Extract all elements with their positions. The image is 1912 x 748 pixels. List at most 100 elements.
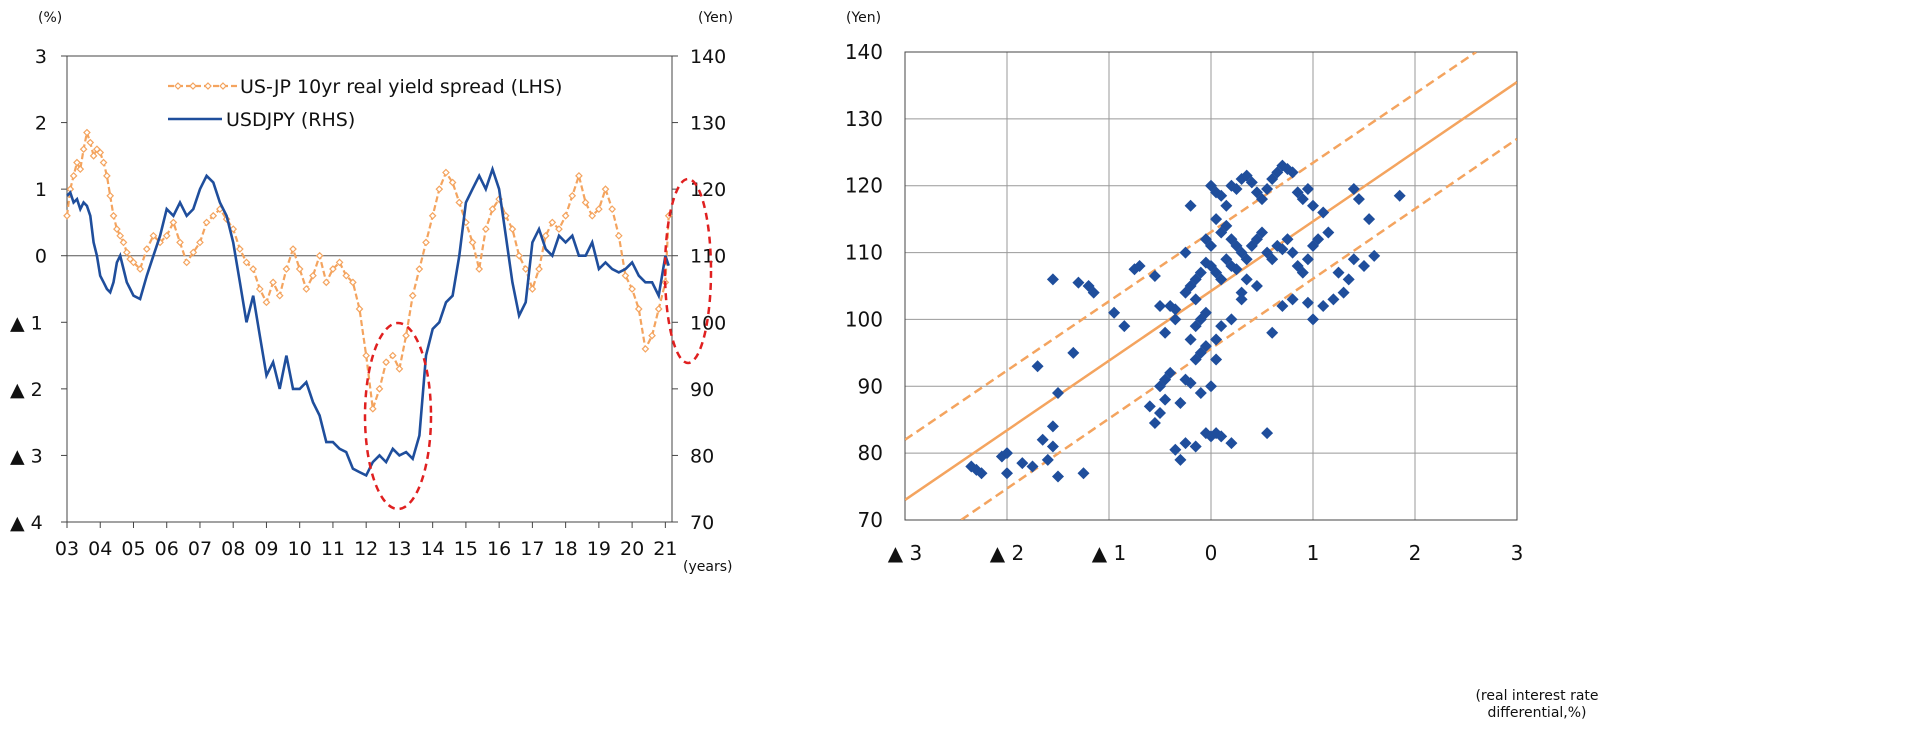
scatter-point xyxy=(1230,183,1243,196)
scatter-point xyxy=(1225,179,1238,192)
scatter-point xyxy=(1169,303,1182,316)
scatter-point xyxy=(1220,253,1233,266)
scatter-point xyxy=(1031,360,1044,373)
y-tick-label: 100 xyxy=(846,307,883,331)
scatter-point xyxy=(1199,233,1212,246)
x-tick-label: 11 xyxy=(321,538,345,560)
legend-marker xyxy=(189,82,197,90)
scatter-point xyxy=(1337,286,1350,299)
scatter-point xyxy=(1001,467,1013,480)
series-point xyxy=(555,225,563,233)
scatter-point xyxy=(1261,183,1274,196)
series-point xyxy=(641,345,650,353)
series-point xyxy=(442,168,450,177)
series-point xyxy=(355,305,364,313)
legend-label: US-JP 10yr real yield spread (LHS) xyxy=(240,76,562,98)
plot-frame xyxy=(66,55,673,523)
x-tick-label: 19 xyxy=(587,538,611,560)
scatter-point xyxy=(1286,166,1299,179)
scatter-point xyxy=(1261,427,1274,440)
x-tick-label: 12 xyxy=(354,538,378,560)
scatter-point xyxy=(1256,226,1268,239)
regression-line-dashed xyxy=(905,52,1477,441)
x-axis-label-line1: (real interest rate xyxy=(1475,688,1598,704)
y-tick-label: 80 xyxy=(858,441,883,465)
scatter-point xyxy=(1189,440,1202,453)
scatter-point xyxy=(1210,353,1223,366)
series-point xyxy=(242,258,251,267)
scatter-point xyxy=(1026,460,1039,473)
x-tick-label: 16 xyxy=(487,538,511,560)
scatter-point xyxy=(1286,293,1299,306)
regression-line-solid xyxy=(905,81,1517,501)
series-point xyxy=(614,231,623,240)
series-point xyxy=(329,265,337,273)
scatter-point xyxy=(1250,233,1263,246)
scatter-point xyxy=(1159,373,1172,386)
y-tick-label: 110 xyxy=(846,241,883,265)
series-point xyxy=(275,291,284,300)
series-point xyxy=(575,171,583,180)
y-right-tick-label: 120 xyxy=(690,179,726,201)
series-point xyxy=(362,351,371,360)
series-point xyxy=(189,248,198,257)
scatter-point xyxy=(1194,386,1207,399)
series-point xyxy=(515,251,523,260)
x-tick-label: ▲ 2 xyxy=(990,541,1024,565)
scatter-point xyxy=(1276,243,1289,256)
scatter-point xyxy=(1307,199,1319,212)
series-point xyxy=(608,205,617,213)
scatter-point xyxy=(1307,313,1319,326)
scatter-point xyxy=(1169,313,1182,326)
scatter-point xyxy=(1179,437,1192,450)
scatter-point xyxy=(1154,380,1166,393)
scatter-point xyxy=(1266,253,1279,266)
series-point xyxy=(122,248,131,257)
x-tick-label: 04 xyxy=(88,538,112,560)
y-right-tick-label: 70 xyxy=(690,512,714,534)
y-left-unit: (%) xyxy=(38,10,62,26)
series-point xyxy=(349,278,357,287)
x-tick-label: 17 xyxy=(520,538,544,560)
series-point xyxy=(236,245,244,253)
scatter-point xyxy=(1041,453,1054,466)
x-tick-label: 14 xyxy=(421,538,445,560)
scatter-point xyxy=(1036,433,1049,446)
scatter-point xyxy=(1225,437,1238,450)
scatter-point xyxy=(1184,199,1197,212)
scatter-point xyxy=(1266,326,1279,339)
series-point xyxy=(528,285,537,293)
scatter-point xyxy=(1072,276,1085,289)
series-point xyxy=(481,225,490,233)
series-point xyxy=(488,205,497,213)
scatter-point xyxy=(1118,320,1131,333)
scatter-point xyxy=(1148,269,1161,282)
scatter-point xyxy=(1256,193,1268,206)
series-point xyxy=(402,331,410,340)
series-point xyxy=(382,358,390,367)
scatter-point xyxy=(1271,239,1284,252)
scatter-point xyxy=(1001,447,1013,460)
y-right-tick-label: 90 xyxy=(690,379,714,401)
x-axis-unit: (years) xyxy=(683,559,732,575)
series-point xyxy=(109,211,118,220)
scatter-point xyxy=(1363,213,1376,226)
series-point xyxy=(83,128,91,137)
x-tick-label: 10 xyxy=(288,538,312,560)
scatter-point xyxy=(1347,183,1360,196)
series-point xyxy=(142,245,151,253)
series-point xyxy=(568,191,577,200)
series-point xyxy=(315,251,324,260)
series-point xyxy=(628,285,636,293)
series-point xyxy=(136,265,144,273)
scatter-point xyxy=(995,450,1008,463)
scatter-points xyxy=(965,159,1406,483)
series-point xyxy=(535,265,543,273)
scatter-point xyxy=(1046,420,1059,433)
series-point xyxy=(335,258,344,267)
y-right-tick-label: 110 xyxy=(690,246,726,268)
y-left-tick-label: 3 xyxy=(35,46,47,68)
scatter-point xyxy=(1347,253,1360,266)
series-point xyxy=(282,265,291,273)
series-point xyxy=(455,198,464,207)
